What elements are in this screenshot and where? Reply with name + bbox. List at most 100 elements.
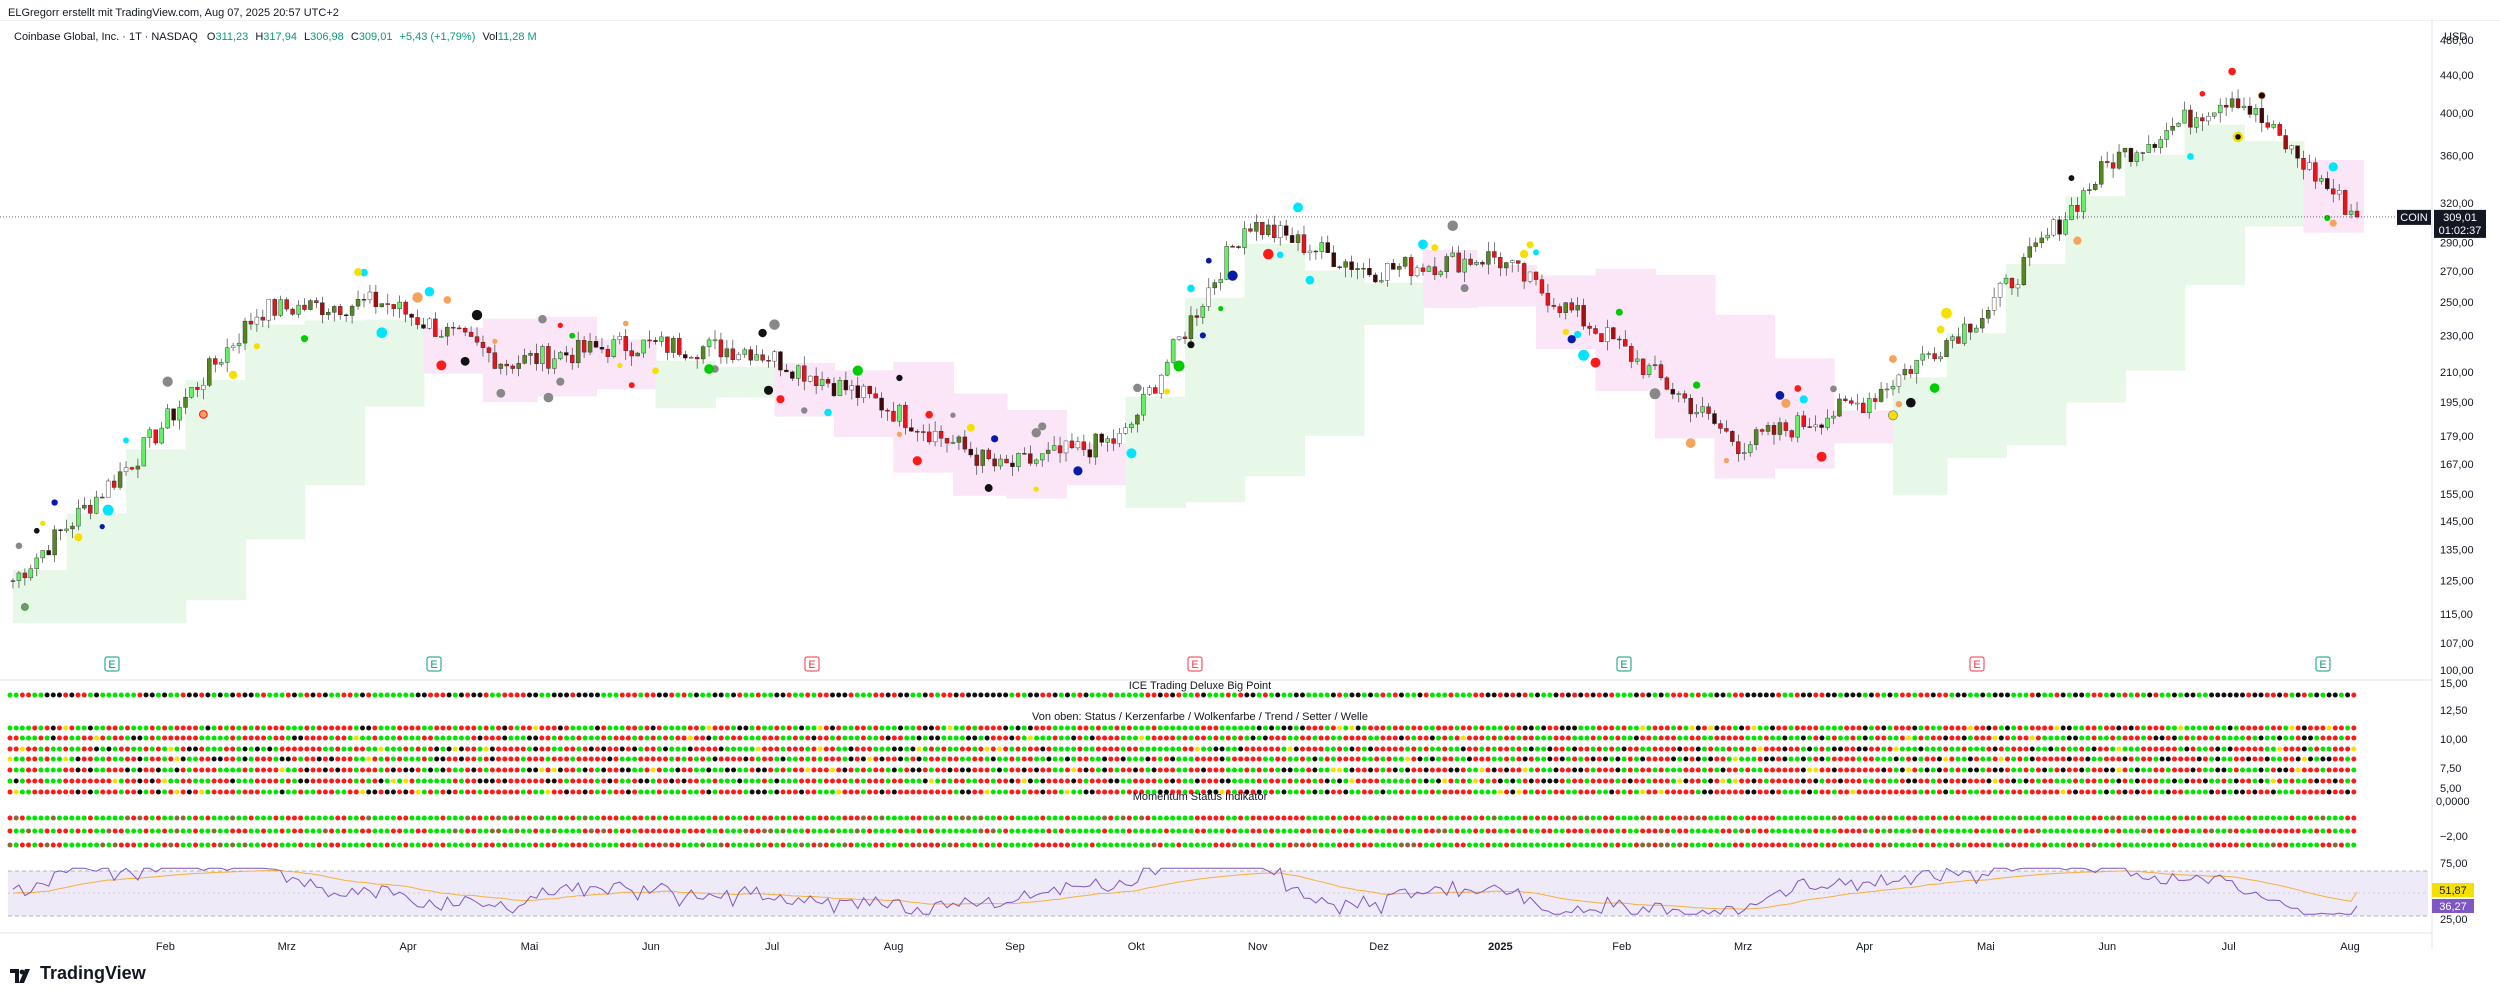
momentum-dot <box>1114 828 1120 834</box>
symbol-title[interactable]: Coinbase Global, Inc. · 1T · NASDAQ <box>14 31 198 43</box>
status-dot <box>1627 756 1633 762</box>
status-dot <box>2103 778 2109 784</box>
status-dot <box>1330 756 1336 762</box>
status-dot <box>2110 789 2116 795</box>
candles[interactable] <box>10 89 2360 589</box>
status-dot <box>1912 767 1918 773</box>
status-dot <box>1176 756 1182 762</box>
price-tick-4[interactable]: 360,00 <box>2440 151 2474 163</box>
status-dot <box>2283 778 2289 784</box>
earnings-marker[interactable]: E <box>2319 659 2326 671</box>
status-dot <box>1188 767 1194 773</box>
status-dot <box>1405 735 1411 741</box>
status-dot <box>2264 725 2270 731</box>
price-tick-19[interactable]: 107,00 <box>2440 638 2474 650</box>
momentum-dot <box>2029 828 2035 834</box>
price-tick-8[interactable]: 250,00 <box>2440 297 2474 309</box>
status-dot <box>1732 789 1738 795</box>
price-tick-20[interactable]: 100,00 <box>2440 665 2474 677</box>
momentum-dot <box>1918 828 1924 834</box>
earnings-marker[interactable]: E <box>1191 659 1198 671</box>
status-dot <box>712 725 718 731</box>
candle-body <box>742 349 747 355</box>
status-dot <box>854 789 860 795</box>
price-tick-1[interactable]: 480,00 <box>2440 35 2474 47</box>
price-tick-13[interactable]: 167,00 <box>2440 459 2474 471</box>
status-dot <box>2190 735 2196 741</box>
price-tick-5[interactable]: 320,00 <box>2440 198 2474 210</box>
price-tick-15[interactable]: 145,00 <box>2440 516 2474 528</box>
status-dot <box>2122 746 2128 752</box>
earnings-marker[interactable]: E <box>108 659 115 671</box>
momentum-dot <box>650 815 656 821</box>
status-dot <box>112 735 118 741</box>
status-dot <box>162 767 168 773</box>
big-point-dot <box>1337 692 1343 698</box>
status-dot <box>242 746 248 752</box>
price-axis-ticks[interactable]: 480,00 440,00 400,00 360,00 320,00 290,00 270,… <box>2440 35 2474 677</box>
status-dot <box>2196 789 2202 795</box>
price-tick-11[interactable]: 195,00 <box>2440 397 2474 409</box>
earnings-marker[interactable]: E <box>1973 659 1980 671</box>
momentum-dot <box>13 815 19 821</box>
momentum-dot <box>1386 815 1392 821</box>
price-tick-12[interactable]: 179,00 <box>2440 431 2474 443</box>
symbol-legend[interactable]: Coinbase Global, Inc. · 1T · NASDAQ O311… <box>14 31 537 43</box>
momentum-dot <box>1293 828 1299 834</box>
price-tick-2[interactable]: 440,00 <box>2440 70 2474 82</box>
momentum-dot <box>261 815 267 821</box>
status-dot <box>564 746 570 752</box>
price-tick-9[interactable]: 230,00 <box>2440 330 2474 342</box>
earnings-marker[interactable]: E <box>1620 659 1627 671</box>
countdown-timer: 01:02:37 <box>2439 225 2482 237</box>
momentum-dot <box>1949 828 1955 834</box>
status-dot <box>193 746 199 752</box>
momentum-dot <box>873 828 879 834</box>
status-dot <box>1751 735 1757 741</box>
momentum-dot <box>564 815 570 821</box>
momentum-dot <box>1015 815 1021 821</box>
signal-dot <box>1038 422 1047 431</box>
candle-body <box>1753 429 1759 445</box>
big-point-row <box>7 692 2357 698</box>
status-dot <box>1930 778 1936 784</box>
earnings-marker[interactable]: E <box>808 659 815 671</box>
candle-body <box>1730 431 1735 442</box>
status-dot <box>1170 778 1176 784</box>
price-tick-14[interactable]: 155,00 <box>2440 489 2474 501</box>
status-dot <box>1145 746 1151 752</box>
status-dot <box>106 778 112 784</box>
momentum-dot <box>1065 828 1070 834</box>
status-dot <box>669 756 675 762</box>
big-point-dot <box>2277 692 2283 698</box>
candle-body <box>1557 306 1563 313</box>
big-point-dot <box>2103 692 2109 698</box>
status-dot <box>1677 756 1683 762</box>
big-point-dot <box>168 692 174 698</box>
price-tick-18[interactable]: 115,00 <box>2440 609 2473 621</box>
status-dot <box>1423 746 1429 752</box>
price-tick-17[interactable]: 125,00 <box>2440 575 2474 587</box>
status-dot <box>81 735 87 741</box>
big-point-dot <box>879 692 885 698</box>
status-dot <box>1126 746 1132 752</box>
status-dot <box>557 789 563 795</box>
status-dot <box>1300 725 1305 731</box>
big-point-dot <box>681 692 687 698</box>
earnings-marker[interactable]: E <box>430 659 437 671</box>
big-point-dot <box>1596 692 1602 698</box>
price-tick-16[interactable]: 135,00 <box>2440 544 2474 556</box>
status-dot <box>1875 746 1881 752</box>
price-tick-3[interactable]: 400,00 <box>2440 108 2474 120</box>
status-dot <box>1058 735 1064 741</box>
status-dot <box>551 725 557 731</box>
status-dot <box>273 725 279 731</box>
price-tick-7[interactable]: 270,00 <box>2440 266 2474 278</box>
status-dot <box>632 789 638 795</box>
price-tick-6[interactable]: 290,00 <box>2440 237 2474 249</box>
chart-area[interactable]: USD 480,00440,00400,00360,00320,00290,00… <box>0 20 2500 960</box>
candle-body <box>2283 135 2288 150</box>
status-dot <box>1745 778 1751 784</box>
price-tick-10[interactable]: 210,00 <box>2440 367 2474 379</box>
